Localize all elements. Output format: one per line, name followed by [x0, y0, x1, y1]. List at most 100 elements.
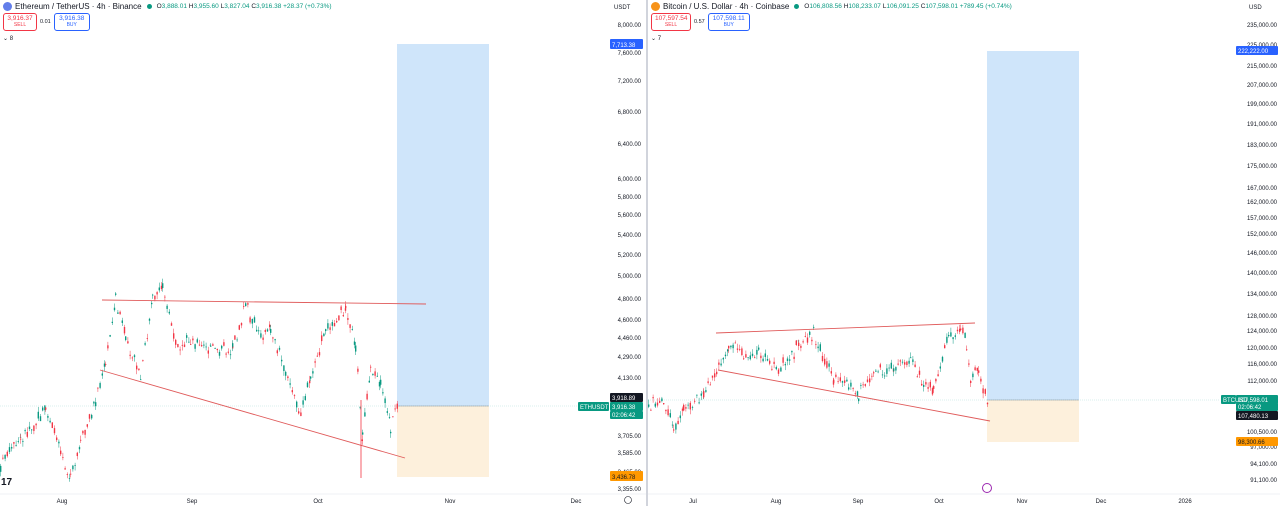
btc-candle[interactable] — [696, 394, 698, 396]
eth-symbol-title[interactable]: Ethereum / TetherUS · 4h · Binance — [15, 2, 142, 11]
btc-candle[interactable] — [806, 337, 809, 343]
btc-candle[interactable] — [837, 381, 839, 383]
btc-candle[interactable] — [754, 357, 756, 359]
eth-candle[interactable] — [229, 354, 232, 356]
eth-candle[interactable] — [97, 387, 99, 389]
btc-candle[interactable] — [933, 386, 935, 389]
eth-candle[interactable] — [192, 338, 194, 341]
btc-candle[interactable] — [854, 393, 856, 395]
eth-candle[interactable] — [186, 335, 188, 338]
eth-candle[interactable] — [216, 348, 218, 351]
btc-candle[interactable] — [700, 393, 702, 396]
eth-resistance-trendline[interactable] — [101, 299, 427, 305]
btc-candle[interactable] — [875, 370, 877, 372]
btc-candle[interactable] — [804, 335, 806, 337]
btc-candle[interactable] — [654, 403, 656, 407]
btc-candle[interactable] — [782, 357, 784, 363]
eth-candle[interactable] — [338, 315, 340, 321]
eth-candle[interactable] — [370, 366, 372, 368]
btc-candle[interactable] — [944, 345, 946, 349]
eth-candle[interactable] — [368, 380, 370, 383]
btc-candle[interactable] — [714, 373, 716, 378]
eth-candle[interactable] — [47, 415, 49, 418]
eth-candle[interactable] — [240, 323, 243, 326]
eth-candle[interactable] — [37, 411, 39, 419]
btc-candle[interactable] — [893, 368, 895, 372]
btc-candle[interactable] — [732, 344, 734, 349]
eth-candle[interactable] — [117, 312, 119, 314]
btc-candle[interactable] — [819, 344, 821, 351]
btc-candle[interactable] — [813, 326, 815, 328]
btc-candle[interactable] — [793, 356, 795, 360]
btc-candle[interactable] — [694, 400, 696, 402]
btc-candle[interactable] — [758, 347, 760, 350]
eth-candle[interactable] — [325, 329, 327, 332]
btc-candle[interactable] — [984, 389, 986, 394]
btc-candle[interactable] — [648, 404, 650, 407]
eth-candle[interactable] — [390, 431, 392, 434]
eth-candle[interactable] — [364, 412, 366, 417]
eth-candle[interactable] — [272, 337, 274, 339]
eth-candle[interactable] — [99, 383, 101, 388]
eth-candle[interactable] — [62, 457, 64, 458]
eth-candle[interactable] — [64, 468, 66, 470]
eth-candle[interactable] — [323, 333, 325, 336]
eth-candle[interactable] — [105, 364, 107, 365]
eth-candle[interactable] — [113, 307, 116, 311]
btc-candle[interactable] — [777, 369, 780, 374]
eth-candle[interactable] — [142, 360, 144, 361]
btc-candle[interactable] — [673, 429, 675, 431]
eth-candle[interactable] — [53, 428, 56, 434]
eth-candle[interactable] — [76, 452, 78, 457]
btc-candle[interactable] — [962, 327, 964, 334]
eth-candle[interactable] — [119, 311, 121, 315]
btc-candle[interactable] — [764, 353, 766, 357]
eth-candle[interactable] — [247, 303, 249, 305]
eth-candle[interactable] — [88, 414, 91, 419]
btc-candle[interactable] — [749, 355, 751, 360]
eth-candle[interactable] — [129, 354, 131, 356]
eth-candle[interactable] — [154, 295, 156, 300]
btc-candle[interactable] — [948, 334, 950, 337]
eth-candle[interactable] — [203, 344, 205, 346]
btc-candle[interactable] — [886, 368, 888, 374]
btc-candle[interactable] — [677, 420, 679, 425]
eth-candle[interactable] — [175, 339, 177, 345]
btc-candle[interactable] — [691, 406, 694, 408]
btc-candle[interactable] — [897, 363, 899, 365]
eth-candle[interactable] — [351, 329, 353, 330]
eth-candle[interactable] — [13, 442, 15, 444]
eth-candle[interactable] — [121, 320, 123, 323]
eth-candle[interactable] — [329, 327, 331, 330]
eth-candle[interactable] — [243, 305, 245, 307]
btc-candle[interactable] — [811, 339, 813, 342]
btc-candle[interactable] — [762, 358, 764, 362]
btc-candle[interactable] — [869, 378, 871, 383]
eth-candle[interactable] — [201, 345, 203, 347]
eth-candle[interactable] — [115, 293, 117, 295]
btc-candle[interactable] — [939, 366, 941, 369]
btc-candle[interactable] — [745, 354, 747, 358]
btc-candle[interactable] — [937, 374, 939, 377]
btc-candle[interactable] — [871, 375, 873, 377]
btc-candle[interactable] — [890, 362, 892, 369]
btc-chart-canvas[interactable]: USD235,000.00225,000.00215,000.00207,000… — [648, 0, 1280, 506]
eth-candle[interactable] — [188, 341, 190, 343]
eth-candle[interactable] — [42, 407, 44, 411]
btc-candle[interactable] — [681, 408, 684, 411]
eth-candle[interactable] — [166, 305, 168, 309]
btc-candle[interactable] — [858, 398, 860, 402]
eth-candle[interactable] — [190, 344, 192, 345]
btc-candle[interactable] — [852, 388, 854, 389]
eth-stop-zone[interactable] — [397, 406, 489, 477]
eth-candle[interactable] — [22, 441, 24, 442]
eth-candle[interactable] — [264, 330, 266, 332]
eth-candle[interactable] — [300, 412, 302, 416]
eth-candle[interactable] — [333, 323, 336, 327]
btc-candle[interactable] — [839, 377, 841, 382]
eth-candle[interactable] — [342, 315, 344, 317]
btc-candle[interactable] — [736, 348, 739, 350]
eth-candle[interactable] — [109, 335, 111, 337]
btc-candle[interactable] — [791, 350, 793, 353]
eth-candle[interactable] — [276, 350, 278, 354]
